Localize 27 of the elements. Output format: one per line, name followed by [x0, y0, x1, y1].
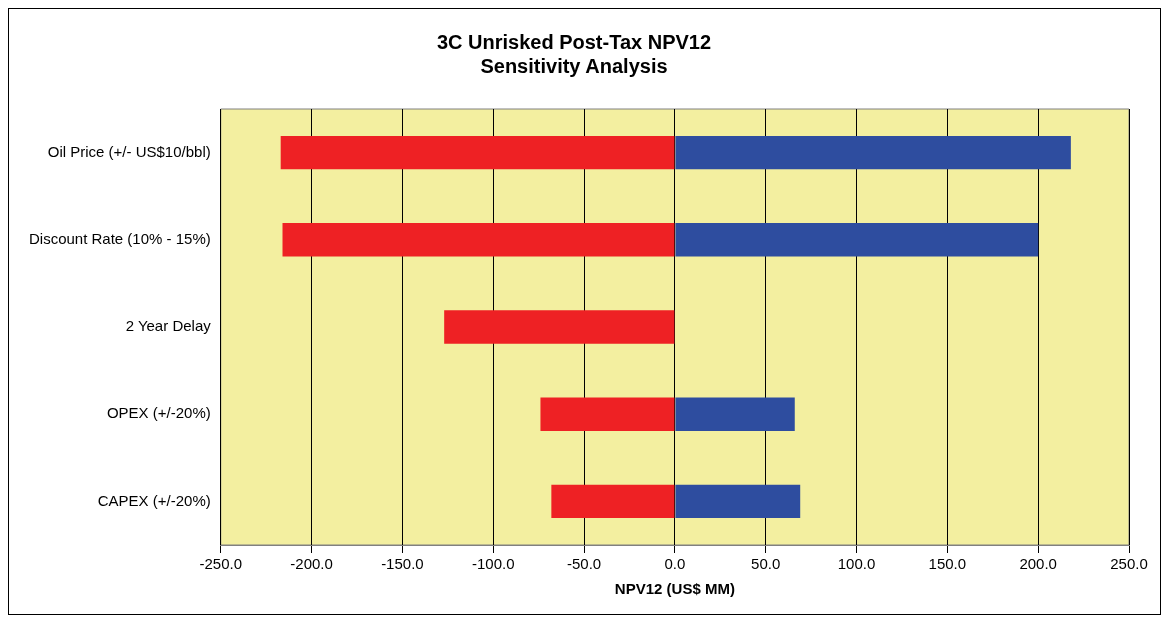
x-tick-label: -50.0 — [566, 555, 602, 573]
bar — [551, 484, 675, 519]
x-tick-label: -150.0 — [381, 555, 424, 573]
x-axis-title: NPV12 (US$ MM) — [614, 580, 735, 598]
y-tick-label: 2 Year Delay — [125, 317, 212, 335]
y-tick-label: CAPEX (+/-20%) — [97, 491, 211, 509]
x-tick-label: 200.0 — [1019, 555, 1057, 573]
bar — [280, 135, 675, 170]
bar — [444, 310, 675, 344]
x-tick-label: -100.0 — [471, 555, 515, 573]
y-tick-label: Oil Price (+/- US$10/bbl) — [47, 142, 211, 160]
x-tick-label: 150.0 — [928, 555, 967, 573]
bar — [540, 397, 675, 431]
bar — [675, 484, 801, 519]
bar — [675, 223, 1039, 257]
bar — [675, 397, 795, 431]
y-tick-label: OPEX (+/-20%) — [106, 404, 211, 422]
x-tick-label: 250.0 — [1110, 555, 1148, 573]
y-tick-label: Discount Rate (10% - 15%) — [28, 229, 211, 247]
x-tick-label: -250.0 — [199, 555, 243, 573]
x-tick-label: 0.0 — [664, 555, 686, 573]
x-tick-label: 50.0 — [751, 555, 781, 573]
chart-title: 3C Unrisked Post-Tax NPV12 Sensitivity Analysis — [436, 30, 712, 77]
bar — [675, 135, 1071, 170]
x-tick-label: 100.0 — [837, 555, 876, 573]
bar — [282, 223, 675, 257]
x-tick-label: -200.0 — [290, 555, 333, 573]
